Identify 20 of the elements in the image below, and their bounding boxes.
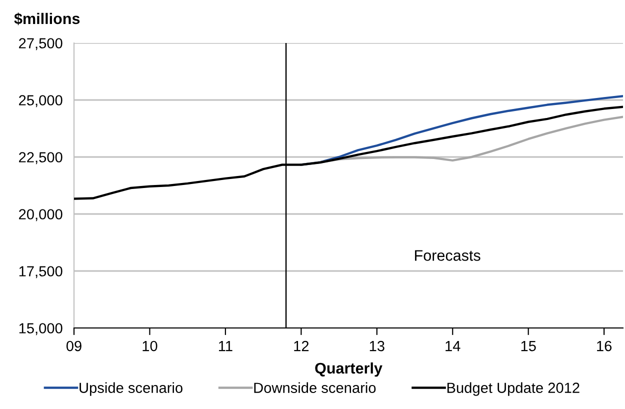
y-tick-label: 20,000 <box>19 209 62 222</box>
x-tick-label: 11 <box>218 341 232 352</box>
legend-label: Downside scenario <box>254 382 376 393</box>
x-tick-label: 15 <box>521 341 536 352</box>
y-tick-label: 15,000 <box>19 323 62 336</box>
x-tick-label: 12 <box>294 340 309 352</box>
y-tick-label: 17,500 <box>19 266 62 278</box>
y-tick-label: 22,500 <box>19 152 62 164</box>
x-tick-label: 10 <box>142 340 158 352</box>
x-tick-label: 16 <box>597 340 612 352</box>
y-tick-label: 25,000 <box>19 95 62 108</box>
x-axis-title: Quarterly <box>315 362 382 377</box>
x-tick-label: 09 <box>66 340 82 352</box>
y-axis-title: $millions <box>14 12 80 26</box>
x-tick-label: 13 <box>370 340 384 352</box>
annotation: Forecasts <box>415 250 480 261</box>
x-tick-label: 14 <box>446 341 460 352</box>
y-tick-label: 27,500 <box>19 38 62 50</box>
legend-label: Budget Update 2012 <box>447 382 580 396</box>
legend-label: Upside scenario <box>80 382 182 396</box>
